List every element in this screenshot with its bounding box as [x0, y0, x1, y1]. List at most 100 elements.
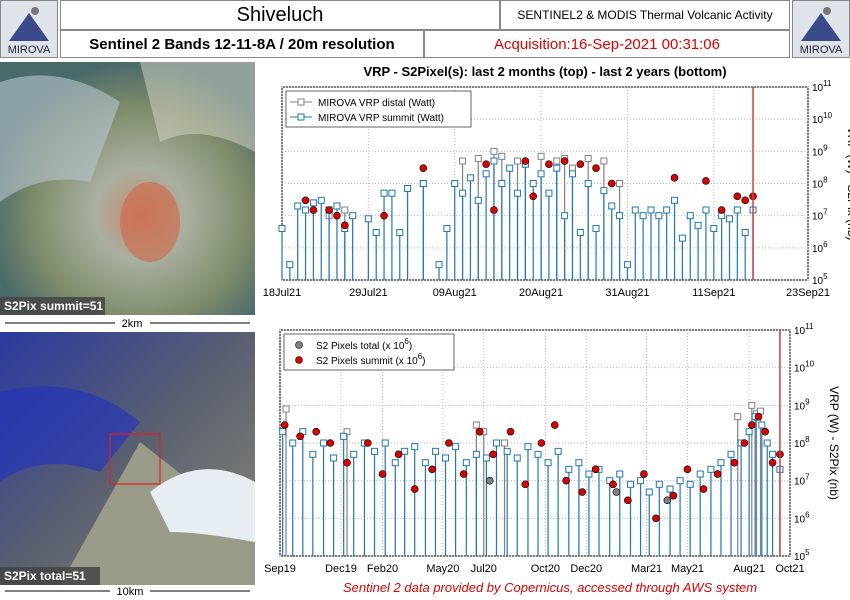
legend-marker: [295, 356, 303, 364]
legend-box: [283, 333, 455, 371]
stem-marker: [498, 152, 506, 160]
stem-marker: [372, 228, 380, 236]
chart-title: VRP - S2Pixel(s): last 2 months (top) - …: [363, 64, 726, 79]
logo-icon: MIROVA: [800, 7, 843, 56]
x-tick-label: May20: [426, 563, 459, 575]
stem-marker: [584, 154, 592, 162]
stem-marker: [554, 447, 562, 455]
dot: [380, 211, 388, 220]
stem-marker: [419, 180, 427, 187]
stem-marker: [748, 401, 756, 409]
stem-marker: [411, 443, 419, 451]
dot: [482, 160, 490, 168]
x-tick-label: Dec20: [570, 563, 602, 575]
y-tick-label: 109: [812, 143, 828, 158]
stem-marker: [529, 180, 537, 187]
dot: [325, 206, 333, 214]
y-tick-label: 109: [794, 397, 810, 412]
dot: [459, 470, 468, 478]
dot: [609, 480, 617, 489]
stem-marker: [576, 228, 584, 236]
dot: [699, 485, 708, 493]
dot: [740, 439, 749, 447]
dot: [363, 439, 372, 447]
x-tick-label: May21: [671, 563, 704, 575]
stem-marker: [686, 212, 694, 220]
dot: [428, 465, 436, 474]
stem-marker: [763, 439, 771, 447]
legend-label: S2 Pixels total (x 106): [316, 337, 412, 352]
logo-left: MIROVA: [0, 0, 58, 58]
stem-marker: [340, 432, 348, 440]
dot: [761, 427, 770, 436]
dot: [669, 491, 678, 500]
dot: [741, 196, 749, 205]
stem-marker: [396, 228, 404, 236]
stem-marker: [506, 164, 514, 172]
stem-marker: [349, 212, 357, 220]
stem-marker: [364, 215, 372, 223]
stem-marker: [727, 450, 735, 458]
x-tick-label: 23Sep21: [786, 287, 830, 299]
logo-text: MIROVA: [800, 44, 843, 56]
stem-marker: [421, 459, 429, 467]
x-tick-label: Feb20: [367, 563, 398, 575]
stem-marker: [370, 447, 378, 455]
dot: [378, 470, 387, 478]
stem-marker: [459, 157, 467, 165]
stem-marker: [278, 224, 286, 232]
stem-marker: [388, 189, 396, 197]
stem-marker: [462, 459, 470, 467]
legend-label: MIROVA VRP distal (Watt): [318, 98, 435, 109]
dot: [591, 465, 600, 474]
stem-marker: [544, 459, 552, 467]
stem-marker: [584, 180, 592, 187]
dot: [419, 164, 428, 172]
stem-marker: [637, 477, 645, 485]
stem-marker: [702, 206, 710, 214]
dot: [280, 421, 289, 429]
stem-marker: [513, 454, 521, 462]
dot: [702, 177, 710, 185]
stem-marker: [490, 157, 498, 165]
stem-marker: [492, 439, 500, 447]
footer: Sentinel 2 data provided by Copernicus, …: [342, 580, 758, 595]
legend-box: [285, 90, 472, 128]
stem-marker: [474, 154, 482, 162]
stem-marker: [320, 439, 328, 447]
y-axis-label: VRP (W) - S2Pix (nb): [827, 386, 841, 500]
stem-marker: [524, 443, 532, 451]
stem-marker: [745, 428, 753, 436]
y-tick-label: 107: [794, 473, 810, 488]
dot: [521, 480, 530, 489]
dot: [445, 439, 453, 447]
dot: [296, 432, 304, 441]
stem-marker: [741, 228, 749, 236]
dot: [333, 211, 341, 220]
dot: [326, 439, 335, 447]
stem-marker: [341, 206, 349, 214]
stem-marker: [655, 212, 663, 220]
stem-marker: [639, 212, 647, 220]
dot: [607, 179, 616, 188]
x-tick-label: 18Jul21: [263, 287, 302, 299]
stem-marker: [498, 180, 506, 187]
stem-marker: [294, 202, 302, 210]
stem-marker: [333, 202, 341, 210]
dot: [521, 157, 530, 165]
x-tick-label: 20Aug21: [519, 287, 563, 299]
stem-marker: [534, 450, 542, 458]
stem-marker: [663, 206, 671, 214]
scale-label: 2km: [122, 318, 143, 330]
stem-marker: [600, 157, 608, 165]
stem-marker: [734, 413, 742, 421]
dot: [341, 221, 349, 230]
dot: [733, 192, 742, 201]
dot: [301, 196, 310, 205]
stem-marker: [317, 196, 325, 204]
y-tick-label: 106: [794, 510, 810, 525]
stem-marker: [350, 450, 358, 458]
stem-marker: [592, 224, 600, 232]
y-tick-label: 105: [812, 272, 828, 287]
y-tick-label: 106: [812, 240, 828, 255]
